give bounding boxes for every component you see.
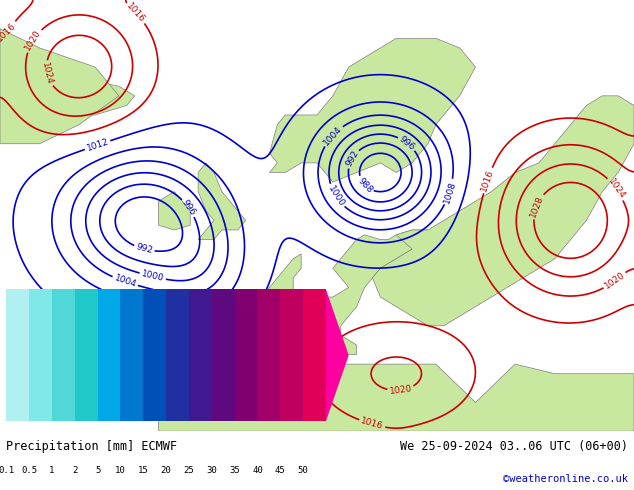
Bar xyxy=(189,289,212,421)
Bar xyxy=(166,289,189,421)
Bar xyxy=(303,289,326,421)
Text: 992: 992 xyxy=(344,149,360,168)
Text: 1016: 1016 xyxy=(0,21,18,43)
Bar xyxy=(6,289,29,421)
Bar xyxy=(120,289,143,421)
Polygon shape xyxy=(0,29,119,144)
Polygon shape xyxy=(158,230,428,374)
Polygon shape xyxy=(158,192,190,230)
Text: 20: 20 xyxy=(161,466,171,474)
Text: 5: 5 xyxy=(95,466,100,474)
Text: ©weatheronline.co.uk: ©weatheronline.co.uk xyxy=(503,474,628,484)
Text: 0.1: 0.1 xyxy=(0,466,15,474)
Text: 1020: 1020 xyxy=(23,28,43,52)
Text: 2: 2 xyxy=(72,466,77,474)
Text: We 25-09-2024 03..06 UTC (06+00): We 25-09-2024 03..06 UTC (06+00) xyxy=(399,440,628,453)
Polygon shape xyxy=(158,355,634,431)
Text: 1020: 1020 xyxy=(389,384,413,396)
Polygon shape xyxy=(326,289,349,421)
Text: 1008: 1008 xyxy=(152,302,177,316)
Bar xyxy=(212,289,235,421)
Text: 1024: 1024 xyxy=(41,61,55,86)
Text: 1016: 1016 xyxy=(125,1,146,24)
Bar xyxy=(143,289,166,421)
Text: 45: 45 xyxy=(275,466,285,474)
Bar xyxy=(52,289,75,421)
Text: 1: 1 xyxy=(49,466,55,474)
Polygon shape xyxy=(198,163,246,240)
Text: 0.5: 0.5 xyxy=(21,466,37,474)
Polygon shape xyxy=(373,96,634,326)
Text: 1004: 1004 xyxy=(321,124,344,147)
Text: 1028: 1028 xyxy=(528,194,545,219)
Bar xyxy=(235,289,257,421)
Text: 1024: 1024 xyxy=(606,177,626,201)
Text: 1004: 1004 xyxy=(113,273,138,290)
Bar xyxy=(29,289,52,421)
Text: 15: 15 xyxy=(138,466,148,474)
Text: 50: 50 xyxy=(298,466,308,474)
Bar xyxy=(98,289,120,421)
Bar xyxy=(280,289,303,421)
Text: 996: 996 xyxy=(398,134,417,152)
Text: 1000: 1000 xyxy=(141,270,165,283)
Polygon shape xyxy=(269,38,476,182)
Bar xyxy=(75,289,98,421)
Text: 1020: 1020 xyxy=(603,270,627,291)
Text: 1016: 1016 xyxy=(359,416,384,432)
Text: 10: 10 xyxy=(115,466,126,474)
Text: 1000: 1000 xyxy=(326,184,346,208)
Text: 1016: 1016 xyxy=(480,168,496,193)
Text: 988: 988 xyxy=(356,176,374,195)
Text: 996: 996 xyxy=(180,198,197,218)
Text: Precipitation [mm] ECMWF: Precipitation [mm] ECMWF xyxy=(6,440,178,453)
Text: 1008: 1008 xyxy=(442,179,457,204)
Text: 40: 40 xyxy=(252,466,262,474)
Text: 35: 35 xyxy=(230,466,240,474)
Text: 30: 30 xyxy=(207,466,217,474)
Bar xyxy=(257,289,280,421)
Polygon shape xyxy=(39,81,134,115)
Text: 25: 25 xyxy=(184,466,194,474)
Text: 1012: 1012 xyxy=(85,137,110,153)
Text: 992: 992 xyxy=(135,243,153,256)
